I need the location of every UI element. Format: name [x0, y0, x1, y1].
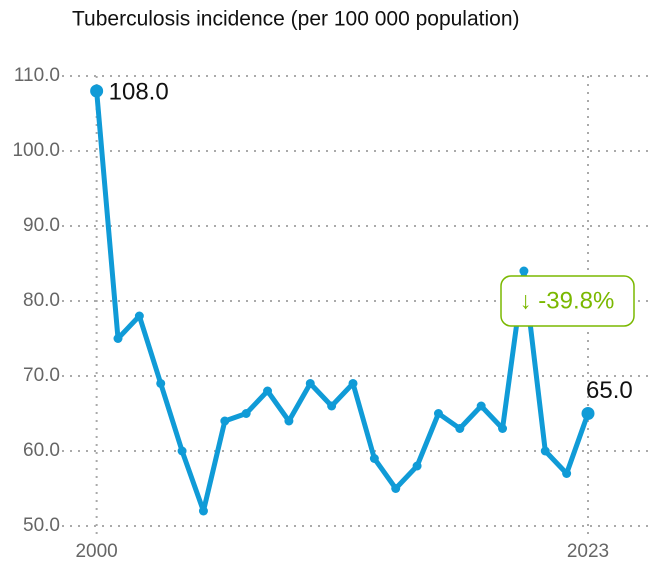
point [498, 424, 508, 433]
point [90, 84, 104, 98]
point [412, 461, 422, 471]
point [327, 401, 337, 411]
point [284, 416, 294, 426]
y-tick-label: 90.0 [23, 215, 60, 236]
point [519, 266, 529, 276]
annotation: 108.0 [109, 78, 169, 105]
chart-title: Tuberculosis incidence (per 100 000 popu… [72, 8, 520, 31]
y-tick-label: 70.0 [23, 365, 60, 386]
y-tick-label: 60.0 [23, 440, 60, 461]
point [369, 454, 379, 463]
point [113, 334, 123, 343]
point [134, 311, 144, 321]
point [433, 409, 443, 418]
point [476, 401, 486, 411]
point [241, 409, 251, 418]
annotation-box [500, 275, 635, 327]
point [391, 484, 401, 493]
point [540, 446, 550, 456]
point [156, 379, 166, 388]
point [581, 407, 595, 420]
y-tick-label: 100.0 [12, 140, 60, 161]
line [94, 90, 591, 514]
point [198, 506, 208, 516]
point [348, 379, 358, 388]
point [263, 386, 273, 396]
point [562, 469, 572, 478]
point [455, 424, 465, 433]
point [220, 416, 230, 426]
point [177, 446, 187, 456]
y-tick-label: 110.0 [14, 65, 60, 86]
annotation: 65.0 [586, 377, 633, 404]
x-tick-label: 2000 [75, 541, 117, 562]
point [305, 379, 315, 388]
x-tick-label: 2023 [567, 541, 609, 562]
y-tick-label: 50.0 [23, 515, 60, 536]
y-tick-label: 80.0 [23, 290, 60, 311]
annotation: ↓ -39.8% [520, 287, 615, 314]
